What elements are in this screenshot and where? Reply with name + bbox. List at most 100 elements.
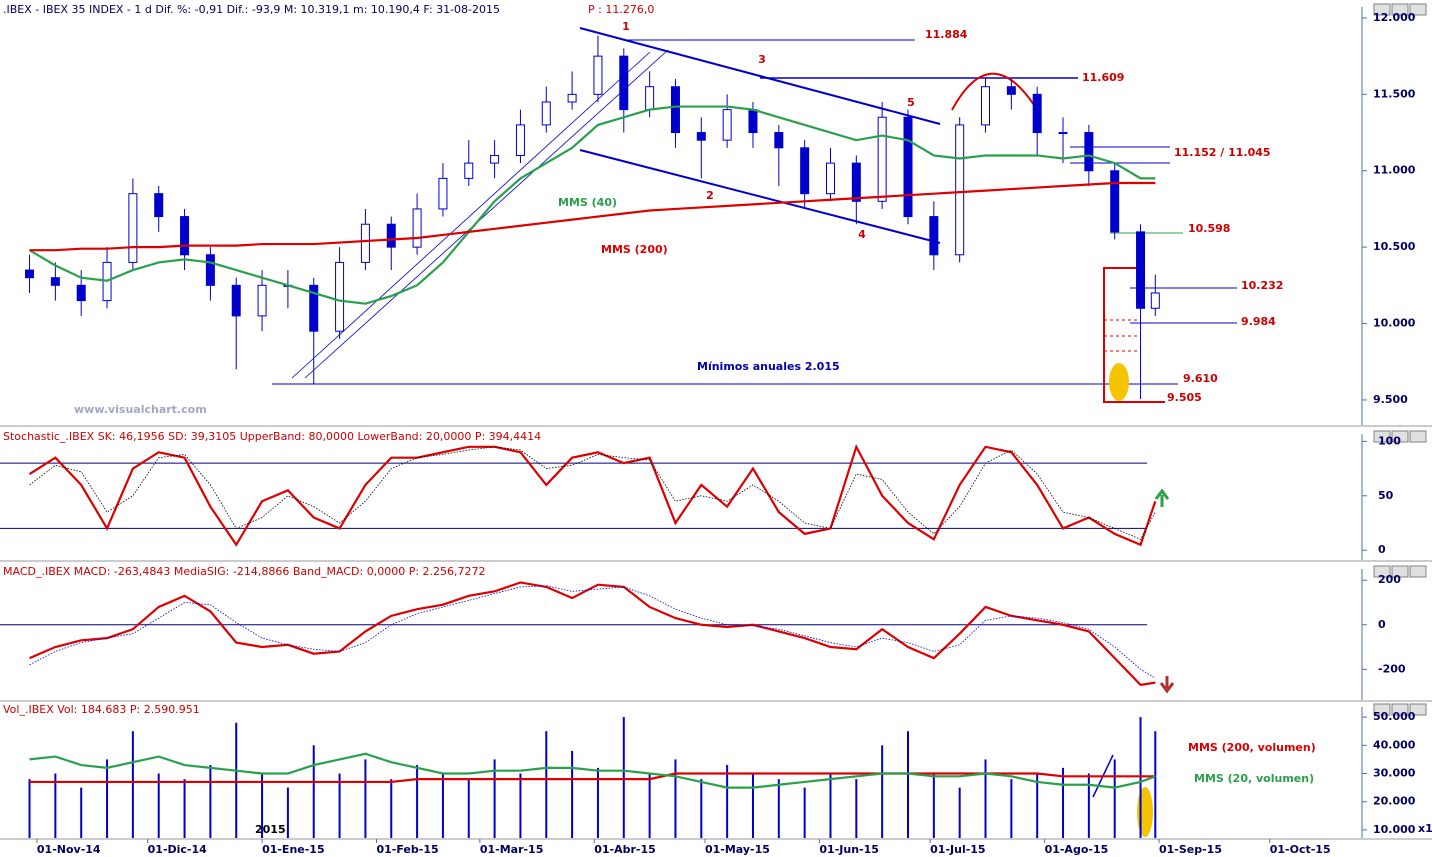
candle-body	[593, 55, 603, 95]
volume-bar	[54, 773, 57, 838]
window-button	[1409, 430, 1427, 443]
candle-body	[1058, 132, 1068, 135]
volume-bar	[312, 745, 315, 838]
fib-lines	[1104, 319, 1140, 352]
annotation: 5	[907, 96, 915, 109]
volume-bar	[261, 773, 264, 838]
volume-bar	[881, 745, 884, 838]
candle-body	[515, 124, 525, 156]
candle-body	[955, 124, 965, 256]
y-tick-label: 50	[1378, 489, 1394, 502]
candle-body	[490, 154, 500, 164]
volume-bar	[519, 773, 522, 838]
x-tick-label: 01-Abr-15	[594, 843, 656, 856]
candle-body	[1032, 93, 1042, 134]
candle-body	[851, 162, 861, 202]
trend-line	[579, 149, 941, 244]
annotation: Mínimos anuales 2.015	[697, 360, 840, 373]
y-tick-label: 10.000	[1373, 823, 1416, 836]
volume-bar	[286, 787, 289, 838]
window-button	[1373, 703, 1391, 716]
y-tick-label: 200	[1378, 573, 1401, 586]
volume-bar	[1036, 773, 1039, 838]
candle-body	[696, 132, 706, 141]
volume-bar	[803, 787, 806, 838]
x-tick-label: 01-Jul-15	[930, 843, 985, 856]
annotation: 1	[622, 20, 630, 33]
candle-body	[541, 101, 551, 126]
candle-body	[1136, 231, 1146, 309]
trend-line	[579, 27, 941, 125]
volume-bar	[648, 773, 651, 838]
candle-body	[1150, 292, 1160, 309]
candle-body	[748, 109, 758, 134]
axis-area	[1362, 0, 1432, 857]
candle-body	[386, 223, 396, 248]
volume-bar	[493, 759, 496, 838]
range-box	[1103, 267, 1165, 403]
candle-body	[567, 93, 577, 103]
annotation: 2015	[255, 823, 286, 836]
y-tick-label: 100	[1378, 434, 1401, 447]
y-tick-label: 10.500	[1373, 240, 1416, 253]
window-button	[1391, 430, 1409, 443]
volume-bar	[338, 773, 341, 838]
candle-body	[800, 147, 810, 195]
volume-bar	[183, 779, 186, 838]
series-line	[29, 585, 1156, 679]
highlight	[1137, 787, 1153, 837]
volume-bar	[622, 717, 625, 838]
trend-line	[304, 49, 669, 379]
annotation: 9.505	[1167, 391, 1202, 404]
window-button	[1391, 703, 1409, 716]
candle-body	[619, 55, 629, 111]
candle-body	[1084, 132, 1094, 172]
trend-line	[291, 51, 651, 379]
volume-bar	[777, 779, 780, 838]
volume-bar	[157, 773, 160, 838]
annotation: 3	[758, 53, 766, 66]
candle-body	[154, 193, 164, 218]
volume-bar	[80, 787, 83, 838]
volume-bar	[28, 779, 31, 838]
volume-bar	[907, 731, 909, 838]
window-button	[1391, 3, 1409, 16]
candle-body	[464, 162, 474, 179]
x-tick-label: 01-May-15	[705, 843, 770, 856]
candle-body	[645, 86, 655, 111]
candle-body	[309, 284, 319, 332]
volume-bar	[390, 779, 393, 838]
x-tick-label: 01-Nov-14	[37, 843, 101, 856]
volume-bar	[726, 765, 729, 838]
series-line	[29, 581, 1156, 687]
window-button	[1409, 703, 1427, 716]
candle-body	[1110, 170, 1120, 233]
volume-bar	[131, 731, 134, 838]
window-button	[1409, 565, 1427, 578]
y-tick-label: 0	[1378, 543, 1386, 556]
series-line	[28, 105, 1156, 305]
panel-title: MACD_.IBEX MACD: -263,4843 MediaSIG: -21…	[3, 565, 486, 578]
panel-title: Vol_.IBEX Vol: 184.683 P: 2.590.951	[3, 703, 200, 716]
candle-body	[257, 284, 267, 317]
volume-bar	[751, 773, 754, 838]
volume-bar	[1154, 731, 1157, 838]
volume-bar	[932, 773, 935, 838]
y-tick-label: 12.000	[1373, 11, 1416, 24]
volume-bar	[1113, 759, 1116, 838]
candle-body	[722, 109, 732, 141]
drawings	[272, 27, 1237, 837]
candle-body	[412, 208, 422, 248]
annotation: 11.152 / 11.045	[1174, 146, 1271, 159]
y-tick-label: -200	[1378, 662, 1406, 675]
y-tick-label: 20.000	[1373, 795, 1416, 808]
candle-body	[825, 162, 835, 195]
candle-body	[128, 193, 138, 263]
volume-bar	[467, 779, 470, 838]
volume-bar	[441, 773, 444, 838]
y-tick-label: 11.500	[1373, 87, 1416, 100]
annotation: 4	[858, 228, 866, 241]
annotation: www.visualchart.com	[74, 403, 207, 416]
candle-body	[1006, 86, 1016, 95]
volume-bar	[1139, 717, 1142, 838]
